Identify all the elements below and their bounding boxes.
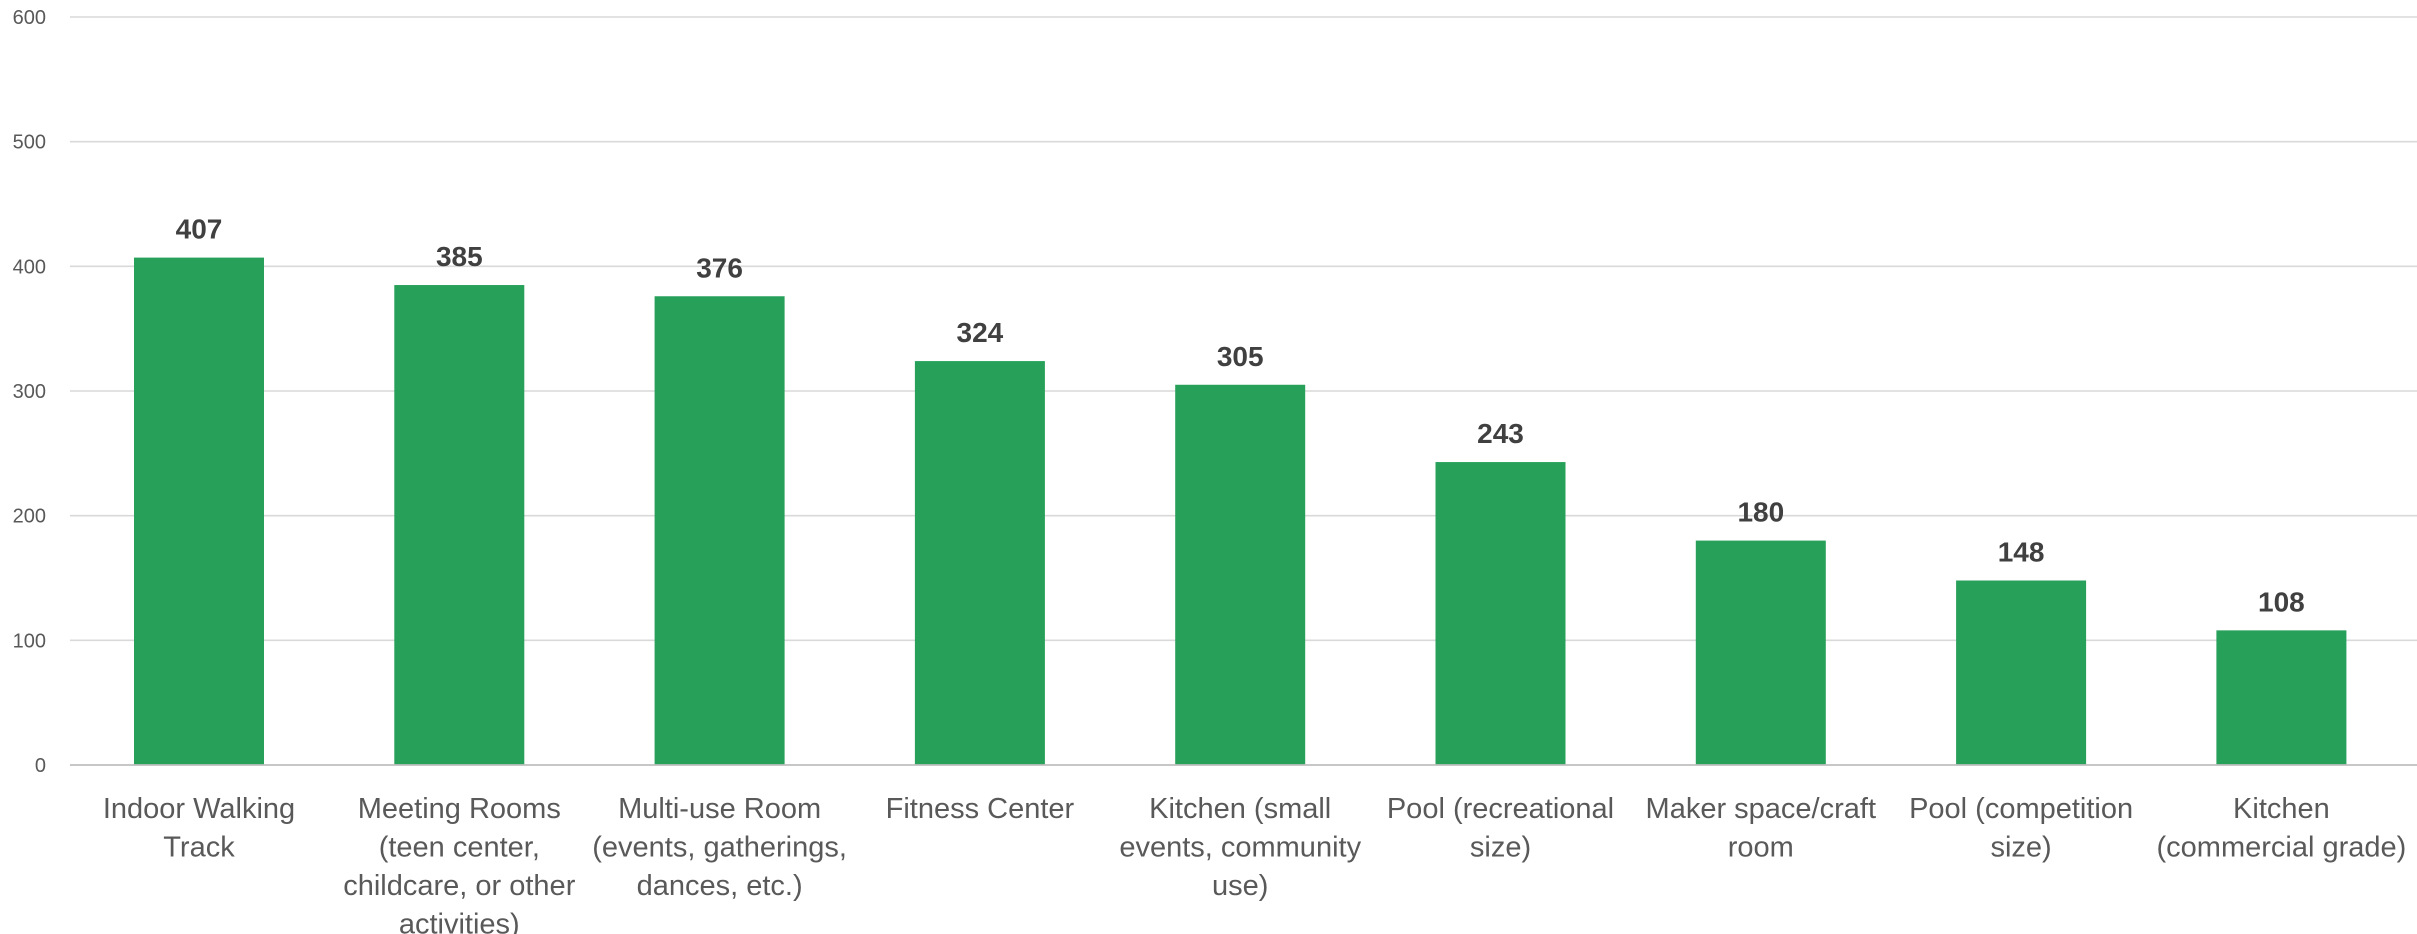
x-tick-label: Maker space/craft room (1646, 793, 1876, 864)
data-label: 376 (696, 252, 743, 283)
y-tick-label: 600 (13, 7, 46, 29)
x-tick-label-line: Pool (recreational (1387, 793, 1614, 825)
x-tick-label-line: dances, etc.) (637, 870, 803, 902)
x-tick-label-line: Pool (competition (1909, 793, 2133, 825)
x-tick-label-line: (teen center, (379, 832, 540, 864)
data-label: 407 (176, 214, 223, 245)
x-tick-label-line: use) (1212, 870, 1268, 902)
x-tick-label-line: room (1728, 832, 1794, 864)
data-label: 243 (1477, 418, 1524, 449)
x-tick-label-line: Meeting Rooms (358, 793, 561, 825)
bars (134, 257, 2347, 765)
bar (2216, 630, 2347, 765)
x-tick-label-line: childcare, or other (343, 870, 575, 902)
x-tick-label-line: Fitness Center (886, 793, 1075, 825)
data-label: 148 (1998, 536, 2045, 567)
x-tick-label-line: (commercial grade) (2157, 832, 2407, 864)
bar (1956, 580, 2087, 765)
x-tick-label-line: Maker space/craft (1646, 793, 1876, 825)
x-tick-label: Kitchen (small events, community use) (1119, 793, 1361, 902)
x-tick-label-line: size) (1470, 832, 1531, 864)
bar (394, 285, 525, 765)
y-axis-tick-labels: 0 100 200 300 400 500 600 (13, 7, 46, 777)
data-label: 180 (1737, 497, 1784, 528)
x-tick-label: Multi-use Room (events, gatherings, dances… (592, 793, 847, 902)
x-tick-label-line: (events, gatherings, (592, 832, 847, 864)
y-tick-label: 0 (35, 755, 46, 777)
y-tick-label: 200 (13, 506, 46, 528)
y-tick-label: 400 (13, 256, 46, 278)
x-tick-label-line: Track (163, 832, 235, 864)
y-tick-label: 500 (13, 132, 46, 154)
y-tick-label: 300 (13, 381, 46, 403)
data-label: 324 (957, 317, 1004, 348)
x-tick-label: Meeting Rooms (teen center, childcare, or … (343, 793, 575, 934)
x-tick-label-line: Kitchen (small (1149, 793, 1331, 825)
bar (1175, 384, 1306, 765)
x-axis-category-labels: Indoor Walking Track Meeting Rooms (teen ce… (103, 793, 2406, 934)
x-tick-label: Kitchen (commercial grade) (2157, 793, 2407, 864)
data-labels: 407 385 376 324 305 243 180 148 108 (176, 214, 2305, 618)
x-tick-label-line: events, community (1119, 832, 1361, 864)
x-tick-label: Fitness Center (886, 793, 1075, 825)
x-tick-label-line: Indoor Walking (103, 793, 295, 825)
bar (134, 257, 264, 765)
bar (654, 296, 785, 765)
x-tick-label-line: Multi-use Room (618, 793, 821, 825)
x-tick-label: Indoor Walking Track (103, 793, 295, 864)
y-tick-label: 100 (13, 630, 46, 652)
data-label: 305 (1217, 341, 1264, 372)
bar (914, 361, 1045, 765)
data-label: 385 (436, 241, 483, 272)
x-tick-label-line: activities) (399, 909, 520, 934)
bar (1435, 462, 1566, 765)
data-label: 108 (2258, 586, 2305, 617)
x-tick-label-line: size) (1990, 832, 2051, 864)
x-tick-label: Pool (recreational size) (1387, 793, 1614, 864)
x-tick-label: Pool (competition size) (1909, 793, 2133, 864)
x-tick-label-line: Kitchen (2233, 793, 2330, 825)
bar (1695, 540, 1826, 765)
